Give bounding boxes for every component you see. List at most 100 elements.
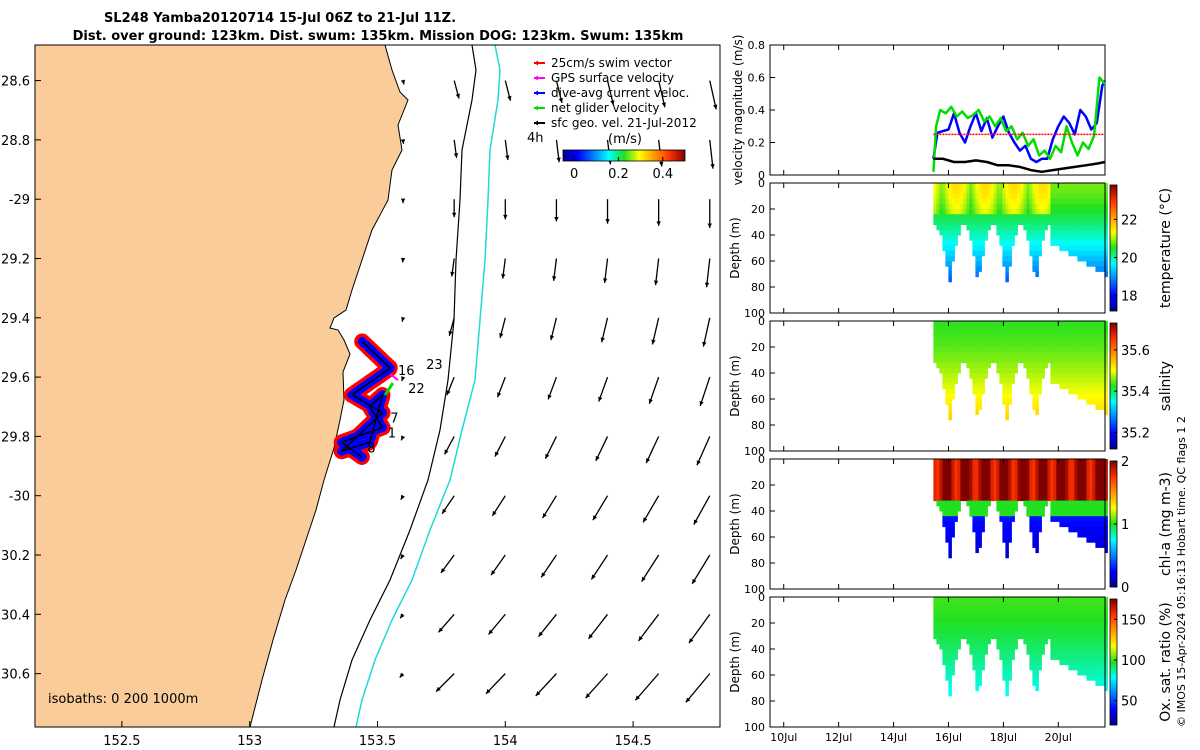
heatmap-cell [933,628,937,634]
heatmap-cell [1095,479,1099,486]
heatmap-cell [1008,341,1012,348]
heatmap-cell [1080,669,1084,676]
heatmap-cell [1041,209,1045,215]
heatmap-cell [1017,331,1021,338]
heatmap-cell [1023,490,1027,496]
heatmap-cell [1062,511,1066,517]
heatmap-cell [1089,336,1093,343]
heatmap-cell [1014,607,1018,614]
heatmap-cell [1014,198,1018,205]
heatmap-cell [1020,198,1024,205]
heatmap-cell [966,214,970,220]
heatmap-cell [1092,321,1096,327]
heatmap-cell [933,495,937,502]
heatmap-cell [1092,495,1096,502]
heatmap-cell [1074,321,1078,327]
heatmap-cell [1086,469,1090,476]
heatmap-cell [1074,214,1078,220]
heatmap-cell [1068,245,1072,252]
heatmap-cell [975,352,979,358]
heatmap-cell [1068,633,1072,640]
heatmap-cell [1104,516,1108,522]
heatmap-cell [1104,521,1108,528]
heatmap-cell [936,362,940,369]
heatmap-cell [1098,617,1102,624]
colorbar-label: temperature (°C) [1158,188,1174,308]
heatmap-cell [1104,250,1108,257]
heatmap-cell [999,459,1003,465]
heatmap-cell [1032,352,1036,358]
heatmap-cell [981,654,985,660]
heatmap-cell [1011,511,1015,517]
heatmap-cell [1065,485,1069,491]
depth-tick-label: 80 [751,695,765,708]
heatmap-cell [1101,367,1105,374]
heatmap-cell [969,183,973,189]
heatmap-cell [951,521,955,528]
heatmap-cell [1089,649,1093,655]
heatmap-cell [1041,607,1045,614]
heatmap-cell [1005,690,1009,697]
heatmap-cell [1077,209,1081,215]
heatmap-cell [1098,680,1102,686]
heatmap-cell [1020,464,1024,470]
heatmap-cell [1068,203,1072,210]
heatmap-cell [936,459,940,465]
heatmap-cell [1032,485,1036,491]
heatmap-cell [1083,209,1087,215]
heatmap-cell [1008,516,1012,522]
heatmap-cell [1092,219,1096,226]
heatmap-cell [1092,352,1096,358]
temperature-colorbar [1109,184,1118,312]
heatmap-cell [990,331,994,338]
geo-vector [443,436,455,455]
geo-vector [592,495,609,521]
heatmap-cell [996,485,1000,491]
heatmap-cell [1089,654,1093,660]
heatmap-cell [1071,505,1075,512]
heatmap-cell [993,357,997,364]
heatmap-cell [1002,516,1006,522]
heatmap-cell [933,612,937,619]
depth-tick-label: 100 [744,445,765,458]
heatmap-cell [951,464,955,470]
heatmap-cell [1044,633,1048,640]
heatmap-cell [1050,235,1054,241]
heatmap-cell [1053,649,1057,655]
heatmap-cell [1014,331,1018,338]
geo-vector [487,613,506,635]
geo-vector [707,199,712,228]
heatmap-cell [972,347,976,353]
heatmap-cell [978,341,982,348]
time-tick-label: 10Jul [770,731,797,744]
heatmap-cell [1026,495,1030,502]
velocity-series-line [933,157,1106,174]
heatmap-cell [1098,474,1102,481]
time-tick-label: 18Jul [990,731,1017,744]
heatmap-cell [933,336,937,343]
heatmap-cell [936,495,940,502]
heatmap-cell [1083,643,1087,650]
heatmap-cell [945,399,949,405]
heatmap-cell [1011,474,1015,481]
heatmap-cell [1008,617,1012,624]
heatmap-cell [984,628,988,634]
heatmap-cell [1071,383,1075,390]
heatmap-cell [1059,659,1063,666]
heatmap-cell [1089,617,1093,624]
heatmap-cell [1077,357,1081,364]
heatmap-cell [1059,597,1063,603]
heatmap-cell [1002,321,1006,327]
heatmap-cell [978,347,982,353]
heatmap-cell [1023,224,1027,231]
heatmap-cell [999,479,1003,486]
heatmap-cell [1056,464,1060,470]
heatmap-cell [1095,537,1099,543]
heatmap-cell [975,188,979,194]
heatmap-cell [1104,357,1108,364]
heatmap-cell [942,617,946,624]
heatmap-cell [975,321,979,327]
heatmap-cell [999,597,1003,603]
heatmap-cell [948,617,952,624]
heatmap-cell [1008,331,1012,338]
